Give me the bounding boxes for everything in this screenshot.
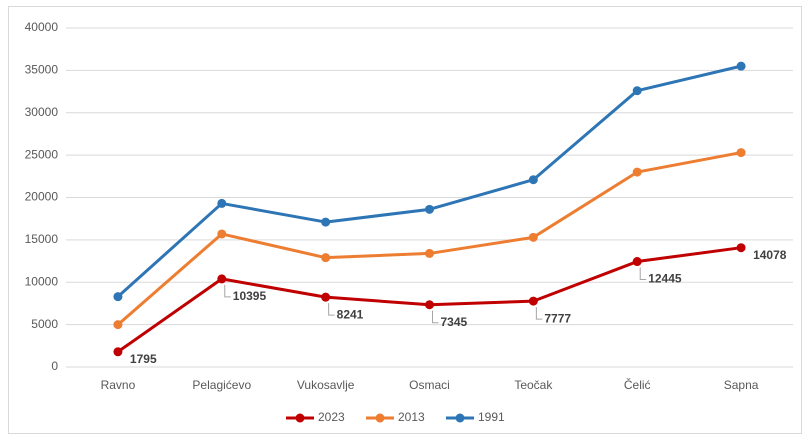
y-tick-label: 5000 <box>31 317 58 331</box>
data-point <box>321 253 331 263</box>
data-label: 12445 <box>648 272 682 286</box>
data-point <box>632 257 642 267</box>
legend-label: 2023 <box>318 410 345 424</box>
legend-label: 2013 <box>398 410 425 424</box>
data-point <box>736 61 746 71</box>
data-point <box>632 167 642 177</box>
legend-marker <box>455 413 465 423</box>
data-label: 14078 <box>753 248 787 262</box>
data-point <box>321 217 331 227</box>
data-point <box>217 198 227 208</box>
legend-marker <box>375 413 385 423</box>
x-tick-label: Sapna <box>724 378 759 392</box>
data-point <box>113 347 123 357</box>
y-tick-label: 15000 <box>25 232 59 246</box>
legend-label: 1991 <box>478 410 505 424</box>
y-tick-label: 0 <box>51 359 58 373</box>
data-point <box>528 175 538 185</box>
x-tick-label: Vukosavlje <box>297 378 355 392</box>
data-point <box>425 248 434 258</box>
y-tick-label: 10000 <box>25 274 59 288</box>
leader-line <box>639 267 647 281</box>
data-point <box>217 229 227 239</box>
leader-line <box>224 284 231 298</box>
data-point <box>425 204 434 214</box>
x-tick-label: Ravno <box>101 378 136 392</box>
y-tick-label: 35000 <box>25 63 59 77</box>
data-point <box>321 292 331 302</box>
data-label: 7777 <box>544 311 571 325</box>
data-point <box>113 292 123 302</box>
data-point <box>528 296 538 306</box>
data-label: 1795 <box>130 352 157 366</box>
x-tick-label: Čelić <box>624 377 651 392</box>
y-tick-label: 30000 <box>25 105 59 119</box>
data-point <box>217 274 227 284</box>
data-point <box>425 300 434 310</box>
y-tick-label: 25000 <box>25 147 59 161</box>
leader-line <box>328 303 335 316</box>
data-point <box>736 243 746 253</box>
legend-marker <box>295 413 305 423</box>
y-tick-label: 40000 <box>25 20 59 34</box>
y-tick-label: 20000 <box>25 190 59 204</box>
data-label: 10395 <box>233 289 267 303</box>
data-point <box>632 86 642 96</box>
data-point <box>113 320 123 330</box>
data-label: 8241 <box>337 307 364 321</box>
x-tick-label: Osmaci <box>409 378 450 392</box>
chart-frame <box>8 6 802 434</box>
leader-line <box>432 310 439 324</box>
x-tick-label: Pelagićevo <box>192 378 251 392</box>
x-tick-label: Teočak <box>514 378 553 392</box>
data-label: 7345 <box>441 315 468 329</box>
leader-line <box>535 307 543 320</box>
data-point <box>736 148 746 158</box>
data-point <box>528 232 538 242</box>
